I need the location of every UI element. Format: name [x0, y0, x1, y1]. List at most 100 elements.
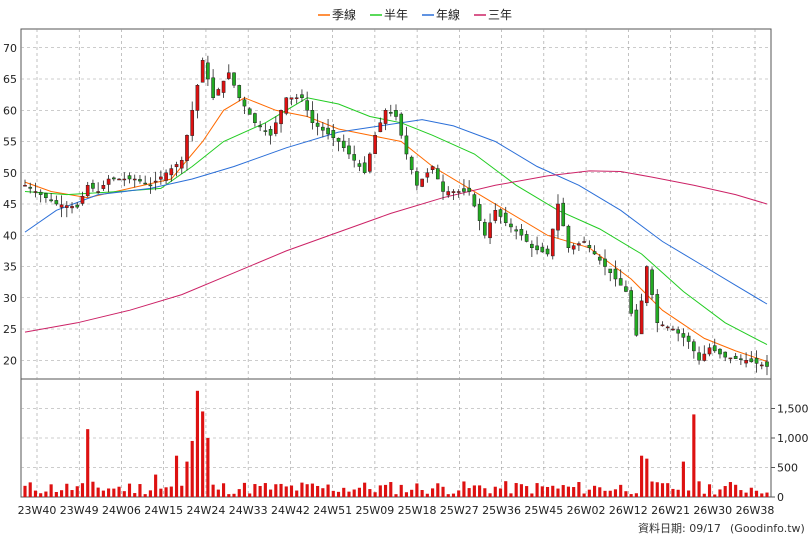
volume-bar [300, 482, 304, 497]
volume-bar [242, 482, 247, 497]
candle-up [493, 210, 498, 221]
volume-bar [248, 493, 252, 497]
candle-up [117, 178, 121, 181]
volume-bar [49, 484, 53, 497]
candle-down [357, 163, 362, 167]
candle-down [733, 355, 738, 359]
candle-down [388, 112, 393, 114]
candle-down [253, 113, 257, 123]
volume-bar [645, 458, 649, 497]
candle-up [96, 191, 100, 193]
volume-bar [509, 493, 513, 497]
volume-bar [483, 488, 487, 497]
candle-up [80, 195, 85, 204]
volume-bar [326, 484, 330, 497]
x-tick-label: 24W51 [313, 504, 352, 517]
x-tick-label: 24W06 [102, 504, 141, 517]
volume-bar [316, 485, 320, 497]
x-tick-label: 26W12 [609, 504, 648, 517]
candle-down [754, 358, 759, 364]
candle-up [446, 191, 451, 196]
candle-up [33, 191, 38, 193]
candle-down [91, 182, 95, 189]
candle-down [561, 202, 566, 227]
legend-label-3: 三年 [488, 8, 512, 22]
volume-bar [122, 491, 126, 497]
volume-bar [211, 484, 215, 497]
price-tick-label: 50 [3, 167, 17, 180]
x-tick-label: 25W27 [440, 504, 479, 517]
candle-up [639, 300, 644, 335]
volume-bar [572, 487, 576, 497]
candle-up [179, 160, 184, 169]
volume-bar [707, 484, 712, 497]
candle-down [347, 145, 351, 155]
candle-down [394, 110, 398, 117]
candle-up [23, 185, 27, 187]
volume-bar [227, 494, 231, 497]
candle-up [373, 135, 377, 155]
candle-down [618, 278, 623, 286]
volume-bar [739, 490, 743, 497]
candle-down [138, 179, 142, 182]
volume-bar [96, 487, 100, 497]
volume-bar [148, 490, 152, 497]
candle-down [441, 181, 445, 192]
candle-down [143, 182, 148, 185]
volume-bar [624, 491, 628, 497]
volume-bar [478, 485, 482, 497]
volume-bar [310, 483, 314, 497]
volume-bar [383, 484, 388, 497]
x-tick-label: 26W02 [567, 504, 606, 517]
volume-bar [619, 484, 623, 497]
candle-down [462, 188, 466, 192]
volume-bar [488, 493, 492, 497]
volume-bar [472, 485, 476, 497]
price-tick-label: 65 [3, 73, 17, 86]
volume-bar [467, 488, 471, 497]
volume-bar [718, 489, 722, 497]
candle-down [676, 329, 680, 334]
volume-bars [23, 390, 769, 497]
candlesticks [23, 55, 769, 376]
volume-bar [394, 494, 398, 497]
volume-bar [101, 490, 105, 497]
candle-down [514, 229, 519, 232]
candle-down [545, 248, 550, 255]
candle-down [650, 269, 654, 295]
candle-up [200, 60, 205, 83]
candle-up [190, 110, 195, 136]
volume-bar [650, 481, 654, 497]
volume-bar [587, 489, 591, 497]
price-tick-label: 70 [3, 42, 17, 55]
x-tick-label: 26W38 [736, 504, 775, 517]
volume-bar [138, 484, 142, 497]
candle-down [341, 140, 346, 149]
candle-down [535, 245, 539, 251]
price-tick-label: 35 [3, 261, 17, 274]
x-tick-label: 25W18 [398, 504, 437, 517]
volume-bar [373, 492, 377, 497]
volume-bar [525, 486, 529, 497]
volume-bar [368, 489, 372, 497]
volume-bar [530, 493, 534, 497]
x-tick-label: 24W33 [229, 504, 268, 517]
candle-down [597, 256, 602, 261]
candle-down [503, 212, 508, 223]
volume-bar [728, 482, 732, 497]
volume-bar [169, 486, 173, 497]
volume-bar [681, 461, 685, 497]
candle-down [247, 108, 252, 115]
candle-up [644, 266, 649, 304]
volume-bar [75, 486, 79, 497]
volume-bar [671, 488, 675, 497]
volume-bar [760, 493, 764, 497]
candle-down [336, 137, 341, 142]
volume-bar [545, 486, 550, 497]
volume-tick-label: 1,000 [777, 432, 808, 445]
candle-up [294, 97, 299, 99]
chart-grid [21, 29, 771, 497]
volume-bar [666, 483, 670, 497]
candle-down [765, 361, 769, 367]
volume-bar [404, 492, 409, 497]
